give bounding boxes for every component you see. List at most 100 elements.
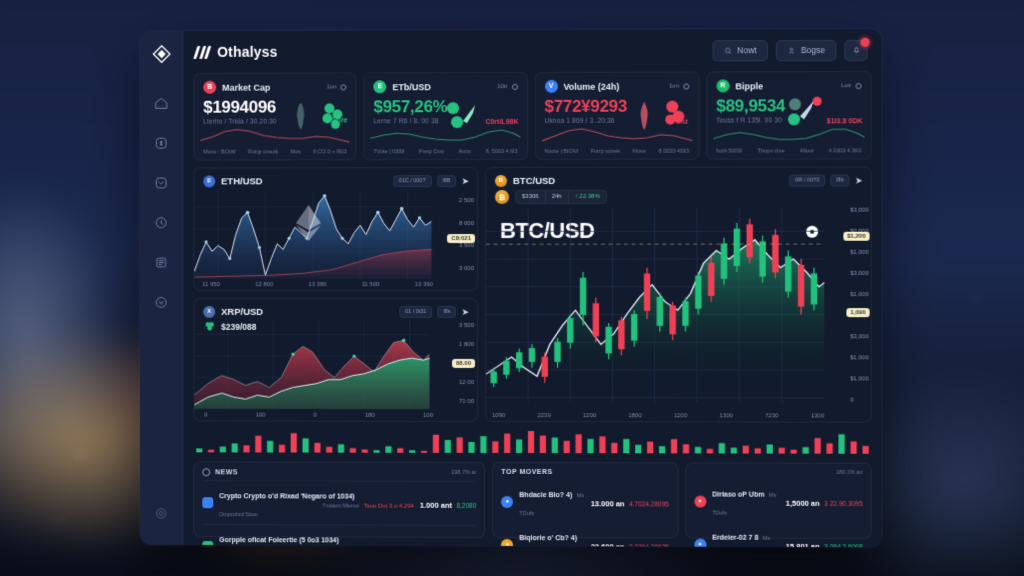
x-tick: 180 xyxy=(364,412,375,419)
coin-icon: ● xyxy=(694,538,707,548)
volume-bar xyxy=(706,448,714,454)
mover-item[interactable]: ● Bhdacie Blo? 4) Ms TDufs 13.000 an 4.7… xyxy=(501,480,669,524)
diamond-logo-icon[interactable] xyxy=(148,41,174,67)
stat-card-range[interactable]: 1on xyxy=(669,83,690,90)
mover-text: Dirlaso oP Ubm Ms TDufs xyxy=(712,483,780,519)
volume-bar xyxy=(350,449,357,454)
volume-bar xyxy=(326,446,333,453)
expand-icon[interactable]: ➤ xyxy=(461,306,470,317)
stat-foot-right: 8. 5003 4.l93 xyxy=(485,148,518,156)
expand-icon[interactable]: ➤ xyxy=(854,174,863,186)
gear-icon[interactable] xyxy=(683,83,690,90)
main-area: Othalyss Nowt Bogse xyxy=(183,29,881,548)
stat-range-label: Lotr xyxy=(841,82,852,89)
range-pill[interactable]: 0R / 00?3 xyxy=(789,174,826,187)
stat-card-eth[interactable]: E ETb/USD 10tr $957,26% Lerne 7 R6 / 8. … xyxy=(363,71,528,161)
range-pill[interactable]: 01C / 000? xyxy=(392,175,432,188)
volume-bar xyxy=(539,435,546,453)
stat-card-volume[interactable]: V Volume (24h) 1on $772¥9293 Uknoa 1 869… xyxy=(534,71,700,160)
gear-icon[interactable] xyxy=(340,83,347,90)
volume-bar xyxy=(362,450,369,454)
volume-bar xyxy=(527,430,534,453)
coin-icon: ● xyxy=(501,495,514,508)
panel-header: E ETH/USD 01C / 000? l8B ➤ xyxy=(194,168,477,188)
stat-card-ripple[interactable]: R Bipple Lotr $89,9534 Teuss f R 135l. 0… xyxy=(706,70,872,160)
mover-item[interactable]: ● Dirlaso oP Ubm Ms TDufs 1,5000 an 3 22… xyxy=(694,479,863,523)
x-tick: 1200 xyxy=(582,413,597,420)
chart-canvas-eth: 2 500 8 000 3 500 3 000 C8:021 11 950 12… xyxy=(194,190,477,290)
timeframe-pill[interactable]: l8s xyxy=(437,305,457,318)
stat-card-row: B Market Cap 1on $1994096 Lterito / Trid… xyxy=(193,70,872,161)
stat-card-header: B Market Cap 1on xyxy=(203,80,347,94)
volume-bar xyxy=(742,445,749,454)
sidebar-item-markets[interactable] xyxy=(148,130,174,156)
chart-panel-xrp[interactable]: X XRP/USD 01 / 0t31 l8s ➤ xyxy=(193,297,479,422)
mover-delta: 4.7024.28095 xyxy=(629,500,669,508)
gear-icon[interactable] xyxy=(511,83,518,90)
news-right: 1.000 ant 8,2080 xyxy=(420,494,476,512)
mover-price: 15.801 an xyxy=(785,541,820,548)
search-button[interactable]: Nowt xyxy=(712,39,768,61)
news-item[interactable]: Crypto Crypto o'd Rixad 'Negaro of 1034)… xyxy=(202,480,476,525)
sidebar-item-news[interactable] xyxy=(148,249,174,275)
volume-bar xyxy=(409,450,416,454)
sidebar-item-security[interactable] xyxy=(148,289,174,315)
sidebar-item-history[interactable] xyxy=(148,209,174,235)
notifications-button[interactable] xyxy=(844,37,870,61)
news-item[interactable]: Gorpple oficat Foleertie (5 0o3 1034) Om… xyxy=(202,524,476,548)
timeframe-pill[interactable]: l8b xyxy=(830,174,850,187)
panel-title: XRP/USD xyxy=(221,306,264,318)
y-tick: 71 00 xyxy=(459,398,475,405)
mover-price: 13.000 an xyxy=(590,498,625,508)
stat-card-range[interactable]: 1on xyxy=(327,83,347,90)
volume-bar xyxy=(622,438,629,453)
volume-bar xyxy=(814,438,821,454)
stat-card-range[interactable]: Lotr xyxy=(841,82,862,89)
expand-icon[interactable]: ➤ xyxy=(461,175,470,186)
mover-item[interactable]: ● Erdeier-02 7 8 Ms TDufs 15.801 an 3,09… xyxy=(694,523,863,548)
panel-controls: 01C / 000? l8B ➤ xyxy=(392,175,470,188)
mover-item[interactable]: ● Biqlorie o' Cb? 4) Ms TDufs 22.600 an … xyxy=(501,523,669,548)
panel-title: ETH/USD xyxy=(221,175,263,187)
volume-bar xyxy=(598,435,605,453)
bell-icon xyxy=(851,45,861,55)
sidebar-item-wallet[interactable] xyxy=(148,170,174,196)
panel-header: X XRP/USD 01 / 0t31 l8s ➤ xyxy=(194,299,477,318)
stat-card-header: E ETb/USD 10tr xyxy=(373,80,518,94)
chart-panel-btc[interactable]: B BTC/USD 0R / 00?3 l8b ➤ ₿ $3306 24h xyxy=(485,166,872,423)
volume-bar xyxy=(421,451,428,454)
range-pill[interactable]: 01 / 0t31 xyxy=(399,305,433,318)
volume-bar xyxy=(682,444,690,454)
chart-panel-eth[interactable]: E ETH/USD 01C / 000? l8B ➤ xyxy=(193,167,479,291)
stat-card-footer: Itoth 5009I Thops cloe 49ooi 4 0303 4.3K… xyxy=(716,148,861,154)
stat-foot-right: 4 0303 4.3K0 xyxy=(828,148,862,155)
account-button[interactable]: Bogse xyxy=(775,39,837,61)
stat-card-sparkline xyxy=(371,124,521,146)
mover-delta: 3,094 2.6008 xyxy=(824,543,863,548)
stat-card-footer: TVote | I009I Frerp Doo Auos 8. 5003 4.l… xyxy=(374,149,518,155)
volume-bar xyxy=(718,443,725,454)
volume-bar xyxy=(778,447,785,454)
news-title: NEWS xyxy=(215,468,239,476)
timeframe-pill[interactable]: l8B xyxy=(436,175,457,188)
mover-text: Bhdacie Blo? 4) Ms TDufs xyxy=(519,484,584,520)
stat-card-range[interactable]: 10tr xyxy=(497,83,518,90)
stat-foot-mid: Frerp Doo xyxy=(419,149,444,156)
sidebar-item-home[interactable] xyxy=(148,90,174,116)
volume-bar xyxy=(862,445,869,454)
volume-bar xyxy=(468,442,475,454)
volume-bar xyxy=(790,449,797,454)
stat-foot-mid2: 49ooi xyxy=(799,148,814,155)
price-tag-xrp: 88.00 xyxy=(452,358,476,368)
account-button-label: Bogse xyxy=(800,44,826,56)
volume-bar xyxy=(670,439,678,454)
stat-card-market-cap[interactable]: B Market Cap 1on $1994096 Lterito / Trid… xyxy=(193,72,357,161)
volume-bar xyxy=(433,435,440,454)
x-axis-xrp: 0 100 0 180 100 xyxy=(204,413,433,419)
stat-card-sparkline xyxy=(200,124,350,146)
volume-bar xyxy=(802,447,809,454)
gear-icon[interactable] xyxy=(855,82,862,89)
x-tick: 7230 xyxy=(765,413,779,420)
sidebar-item-settings[interactable] xyxy=(148,500,174,526)
clock-icon xyxy=(202,468,211,477)
